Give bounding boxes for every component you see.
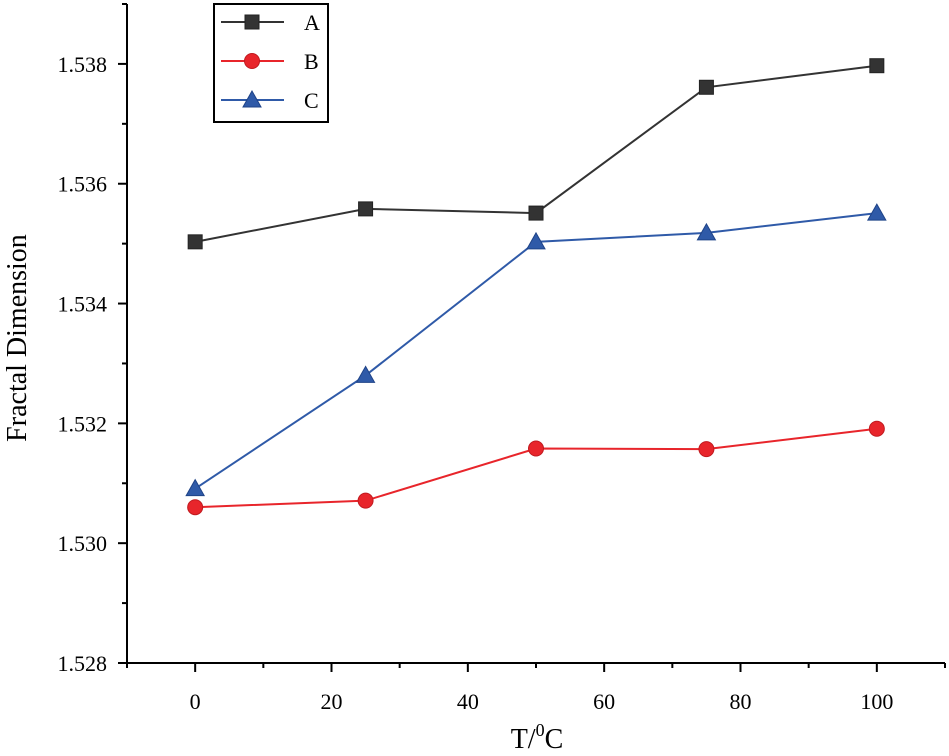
series-B [187, 420, 885, 516]
data-point-A [698, 79, 714, 95]
y-tick-label: 1.528 [58, 651, 108, 676]
legend: ABC [213, 3, 329, 123]
legend-label-B: B [304, 49, 319, 74]
y-tick-label: 1.534 [58, 292, 108, 317]
x-axis-title-unit: C [545, 724, 564, 755]
y-tick-label: 1.538 [58, 52, 108, 77]
series-C [185, 203, 887, 497]
y-tick-label: 1.536 [58, 172, 108, 197]
x-tick-label: 80 [730, 689, 752, 714]
data-point-C [355, 365, 376, 383]
data-point-C [696, 222, 717, 241]
x-tick-label: 100 [860, 689, 893, 714]
y-axis-title: Fractal Dimension [2, 234, 33, 442]
x-tick-label: 20 [321, 689, 343, 714]
data-point-C [185, 478, 206, 497]
legend-marker-C [242, 89, 262, 108]
x-axis-title: T/0C [511, 720, 564, 755]
x-axis-title-superscript: 0 [536, 720, 545, 740]
data-point-A [187, 234, 203, 250]
data-point-B [868, 420, 885, 437]
legend-label-C: C [304, 88, 319, 113]
legend-marker-B [244, 53, 260, 69]
x-tick-label: 40 [457, 689, 479, 714]
data-point-A [869, 58, 885, 74]
x-axis-title-main: T/ [511, 724, 536, 755]
data-point-B [528, 440, 544, 457]
y-tick-label: 1.530 [58, 531, 108, 556]
y-axis-ticks: 1.528 1.530 1.532 1.534 1.536 1.538 [58, 3, 127, 676]
data-point-A [528, 205, 544, 221]
legend-marker-A [244, 14, 260, 30]
y-tick-label: 1.532 [58, 411, 108, 436]
x-axis-ticks: 0 20 40 60 80 100 [126, 663, 946, 714]
data-point-B [698, 441, 715, 458]
data-point-B [187, 499, 204, 516]
x-tick-label: 0 [190, 689, 201, 714]
series-layer [185, 58, 887, 516]
x-tick-label: 60 [593, 689, 615, 714]
series-A [187, 58, 885, 250]
legend-box [213, 3, 329, 123]
legend-label-A: A [304, 10, 320, 35]
data-point-A [358, 201, 374, 217]
data-point-B [357, 492, 374, 509]
data-point-C [526, 231, 546, 250]
data-point-C [866, 203, 887, 221]
